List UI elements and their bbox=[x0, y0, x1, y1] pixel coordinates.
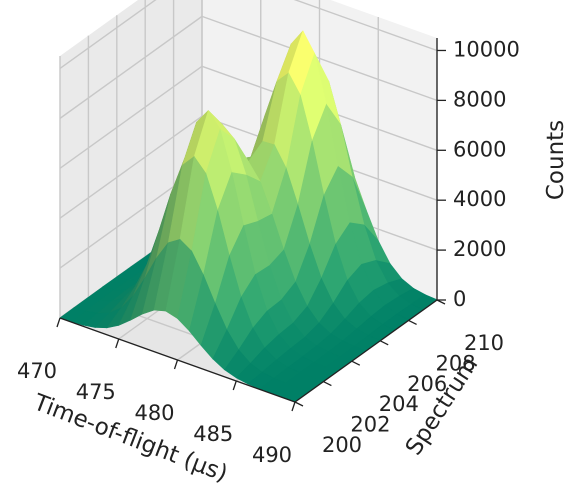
y-tick bbox=[351, 360, 361, 366]
grid-line bbox=[59, 0, 157, 70]
y-tick-label: 208 bbox=[436, 351, 476, 375]
z-axis-label: Counts bbox=[543, 120, 569, 200]
y-tick bbox=[294, 401, 304, 407]
y-tick bbox=[379, 340, 389, 346]
surface-mesh bbox=[59, 30, 438, 403]
z-tick-label: 10000 bbox=[453, 37, 520, 61]
grid-line bbox=[293, 0, 438, 52]
x-axis-ticks: 470 475 480 485 490 bbox=[17, 317, 296, 467]
x-tick bbox=[232, 380, 237, 391]
x-tick-label: 475 bbox=[76, 380, 116, 404]
z-tick-label: 2000 bbox=[453, 237, 506, 261]
y-tick-label: 210 bbox=[464, 331, 504, 355]
y-tick bbox=[436, 299, 446, 305]
x-tick bbox=[56, 317, 61, 328]
y-tick bbox=[323, 381, 332, 387]
y-tick-label: 204 bbox=[379, 392, 419, 416]
z-axis-ticks: 0 2000 4000 6000 8000 10000 bbox=[437, 37, 520, 311]
x-tick bbox=[115, 338, 120, 349]
x-tick bbox=[173, 359, 179, 370]
x-tick-label: 490 bbox=[252, 443, 292, 467]
z-tick-label: 4000 bbox=[453, 187, 506, 211]
x-tick-label: 480 bbox=[134, 401, 174, 425]
y-tick-label: 202 bbox=[350, 413, 390, 437]
grid-line bbox=[59, 65, 203, 169]
z-tick-label: 6000 bbox=[453, 137, 506, 161]
grid-line bbox=[201, 15, 438, 102]
grid-line bbox=[59, 15, 203, 119]
y-tick bbox=[408, 319, 417, 325]
x-tick bbox=[291, 401, 296, 412]
x-tick-label: 485 bbox=[193, 422, 233, 446]
z-tick-label: 8000 bbox=[453, 87, 506, 111]
z-tick-label: 0 bbox=[453, 287, 466, 311]
y-tick-label: 200 bbox=[322, 433, 362, 457]
x-tick-label: 470 bbox=[17, 359, 57, 383]
grid-line bbox=[59, 115, 203, 219]
y-tick-label: 206 bbox=[407, 372, 447, 396]
y-axis-line bbox=[294, 299, 438, 403]
